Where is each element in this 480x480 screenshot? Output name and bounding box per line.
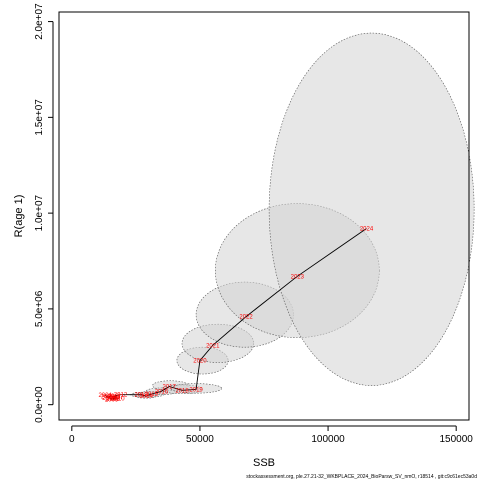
year-label-2014: 2014 <box>139 394 153 400</box>
y-tick-label: 1.5e+07 <box>34 99 45 136</box>
x-axis: 0 50000 100000 150000 <box>69 425 474 445</box>
year-label-2017: 2017 <box>163 384 177 390</box>
year-label-2016: 2016 <box>155 389 169 395</box>
year-label-2012: 2012 <box>114 393 128 399</box>
year-label-2022: 2022 <box>239 315 253 321</box>
y-tick-label: 2.0e+07 <box>34 3 45 40</box>
y-tick-label: 5.0e+06 <box>34 290 45 327</box>
year-label-2010: 2010 <box>111 396 125 402</box>
footnote: stockassessment.org, ple.27.21-32_WKBPLA… <box>246 474 477 480</box>
year-label-2021: 2021 <box>206 343 220 349</box>
year-label-2004: 2004 <box>98 393 112 399</box>
year-label-2005: 2005 <box>102 396 116 402</box>
year-label-2013: 2013 <box>134 393 148 399</box>
y-axis: 0.0e+00 5.0e+06 1.0e+07 1.5e+07 2.0e+07 <box>34 3 54 423</box>
year-label-2024: 2024 <box>360 226 374 232</box>
confidence-ellipse-2024 <box>268 32 475 386</box>
year-label-2019: 2019 <box>189 387 203 393</box>
year-label-2009: 2009 <box>105 397 119 403</box>
recruitment-trajectory <box>104 228 367 400</box>
year-label-2015: 2015 <box>145 392 159 398</box>
y-axis-title: R(age 1) <box>13 195 25 238</box>
x-tick-label: 50000 <box>186 434 214 445</box>
x-axis-title: SSB <box>253 457 275 469</box>
year-label-2007: 2007 <box>110 395 124 401</box>
y-tick-label: 1.0e+07 <box>34 194 45 231</box>
year-label-2018: 2018 <box>175 388 189 394</box>
year-label-2011: 2011 <box>108 394 122 400</box>
x-tick-label: 150000 <box>440 434 474 445</box>
x-tick-label: 100000 <box>311 434 345 445</box>
year-label-2020: 2020 <box>193 359 207 365</box>
plot-frame <box>58 11 470 421</box>
year-label-2008: 2008 <box>101 395 115 401</box>
confidence-ellipses <box>130 32 475 399</box>
year-label-2023: 2023 <box>291 274 305 280</box>
year-label-2006: 2006 <box>106 397 120 403</box>
x-tick-label: 0 <box>69 434 75 445</box>
y-tick-label: 0.0e+00 <box>34 386 45 423</box>
trajectory-line <box>104 228 367 400</box>
